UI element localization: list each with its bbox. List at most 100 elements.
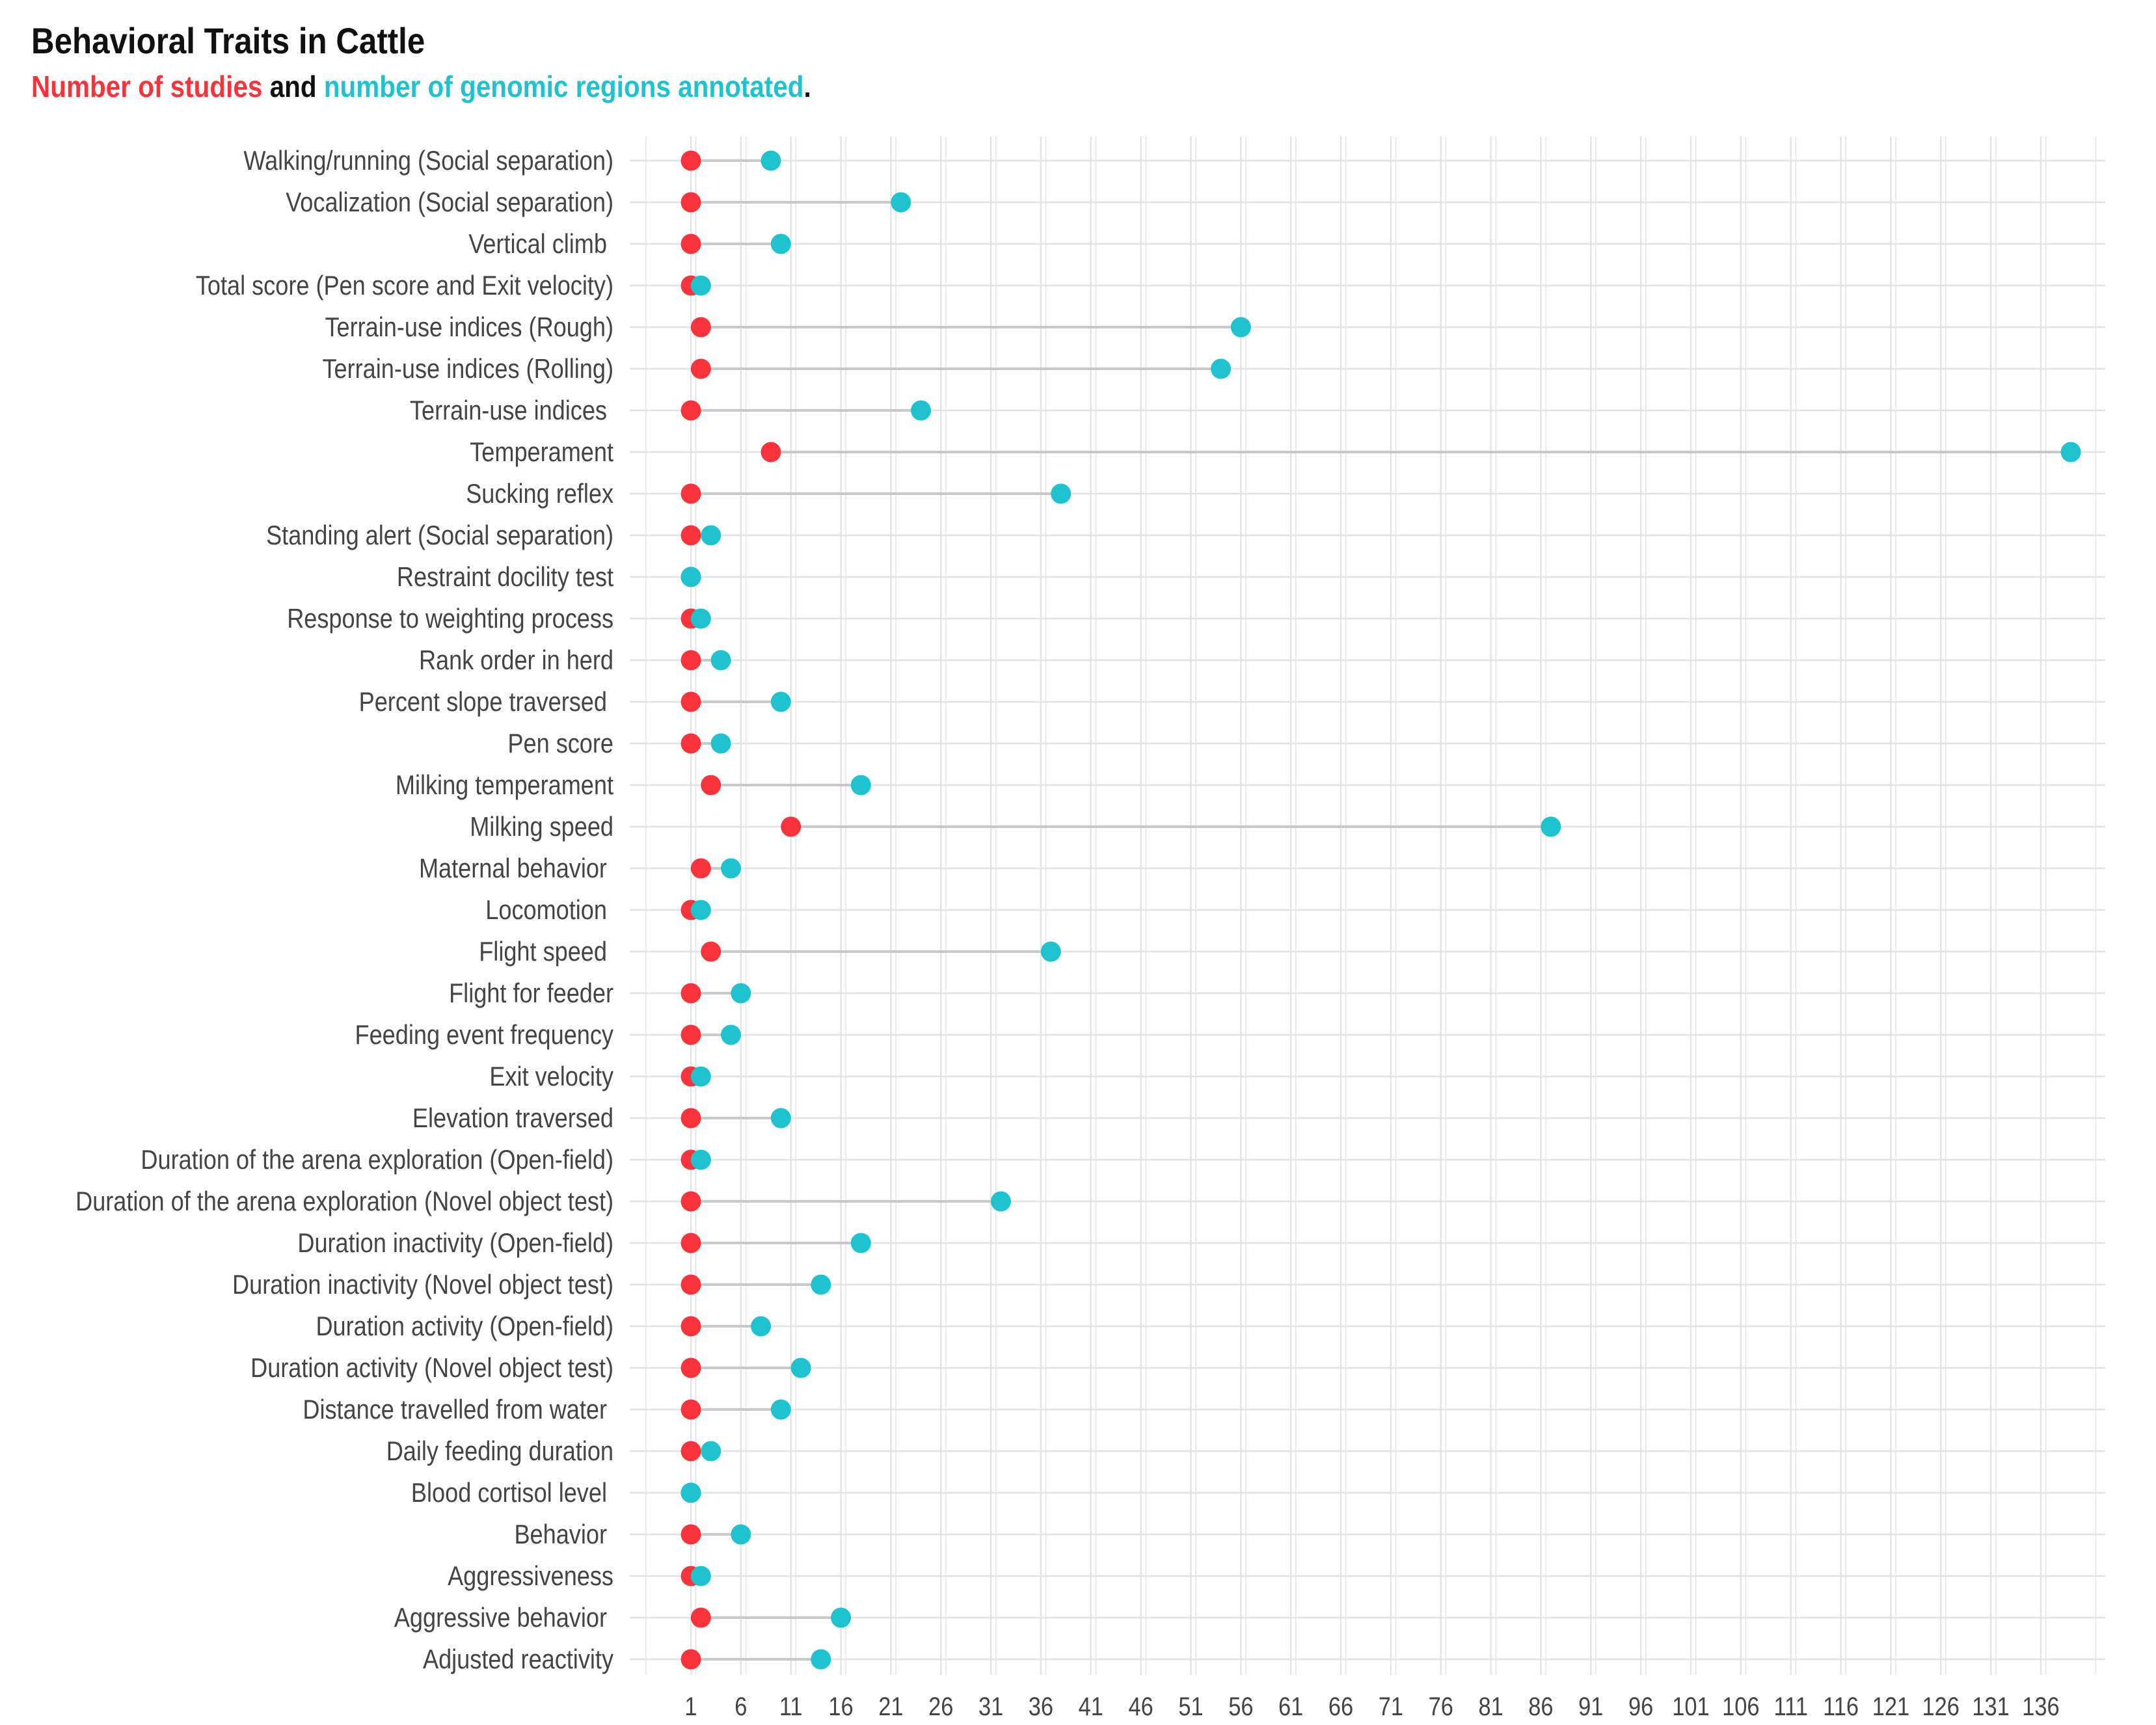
studies-point	[680, 150, 701, 171]
y-tick-label: Total score (Pen score and Exit velocity…	[196, 271, 613, 301]
y-tick-label: Vertical climb	[468, 230, 613, 260]
y-tick-label: Flight speed	[479, 937, 613, 967]
x-tick-label: 81	[1478, 1692, 1503, 1721]
studies-point	[680, 1399, 701, 1420]
regions-point	[690, 1066, 711, 1087]
studies-point	[690, 358, 711, 379]
y-tick-label: Duration of the arena exploration (Open-…	[141, 1145, 613, 1175]
studies-point	[761, 442, 781, 462]
y-tick-label: Vocalization (Social separation)	[286, 188, 613, 218]
x-tick-label: 21	[878, 1692, 903, 1721]
x-tick-label: 41	[1079, 1692, 1103, 1721]
regions-point	[1211, 358, 1232, 379]
regions-point	[720, 858, 741, 879]
x-tick-label: 1	[684, 1692, 697, 1721]
studies-point	[680, 1357, 701, 1378]
x-tick-label: 11	[779, 1692, 803, 1721]
regions-point	[770, 234, 791, 254]
studies-point	[680, 192, 701, 213]
studies-point	[690, 858, 711, 879]
regions-point	[1051, 483, 1071, 504]
regions-point	[770, 1108, 791, 1129]
regions-point	[1230, 317, 1251, 338]
x-tick-label: 66	[1328, 1692, 1353, 1721]
studies-point	[680, 525, 701, 546]
regions-point	[690, 608, 711, 629]
regions-point	[701, 525, 721, 546]
y-tick-label: Maternal behavior	[419, 854, 613, 884]
y-axis-labels: Walking/running (Social separation) Vocal…	[75, 146, 613, 1675]
y-tick-label: Restraint docility test	[397, 563, 613, 593]
x-tick-label: 131	[1972, 1692, 2009, 1721]
regions-point	[690, 900, 711, 920]
regions-point	[790, 1357, 811, 1378]
regions-point	[2060, 442, 2081, 462]
y-tick-label: Duration inactivity (Open-field)	[297, 1229, 613, 1259]
y-tick-label: Milking temperament	[396, 771, 613, 801]
x-tick-label: 136	[2022, 1692, 2059, 1721]
studies-point	[680, 983, 701, 1004]
regions-point	[710, 733, 731, 754]
studies-point	[680, 1316, 701, 1337]
point-layer	[680, 150, 2081, 1670]
x-tick-label: 96	[1628, 1692, 1653, 1721]
y-tick-label: Duration of the arena exploration (Novel…	[75, 1187, 613, 1217]
chart-subtitle: Number of studies and number of genomic …	[31, 69, 811, 104]
y-tick-label: Feeding event frequency	[355, 1021, 614, 1050]
x-tick-label: 56	[1228, 1692, 1253, 1721]
x-tick-label: 31	[978, 1692, 1003, 1721]
regions-point	[1541, 816, 1561, 837]
studies-point	[680, 483, 701, 504]
regions-point	[911, 400, 932, 421]
studies-point	[690, 317, 711, 338]
y-tick-label: Behavior	[514, 1520, 613, 1550]
x-tick-label: 71	[1379, 1692, 1403, 1721]
regions-point	[761, 150, 781, 171]
studies-point	[680, 1524, 701, 1545]
y-tick-label: Duration activity (Novel object test)	[250, 1354, 613, 1384]
studies-point	[680, 234, 701, 254]
regions-point	[990, 1191, 1011, 1212]
subtitle-studies-label: Number of studies	[31, 70, 263, 103]
regions-point	[850, 1233, 871, 1253]
x-tick-label: 6	[734, 1692, 747, 1721]
regions-point	[811, 1274, 831, 1295]
y-tick-label: Percent slope traversed	[359, 688, 613, 717]
regions-point	[680, 567, 701, 587]
y-tick-label: Distance travelled from water	[303, 1395, 613, 1425]
regions-point	[831, 1607, 852, 1628]
y-tick-label: Exit velocity	[489, 1062, 613, 1092]
y-tick-label: Response to weighting process	[287, 604, 613, 634]
x-tick-label: 61	[1278, 1692, 1303, 1721]
studies-point	[680, 1649, 701, 1670]
studies-point	[680, 400, 701, 421]
regions-point	[850, 775, 871, 796]
x-tick-label: 101	[1672, 1692, 1709, 1721]
y-tick-label: Sucking reflex	[466, 479, 613, 509]
y-tick-label: Blood cortisol level	[411, 1478, 613, 1508]
x-tick-label: 36	[1029, 1692, 1053, 1721]
regions-point	[770, 691, 791, 712]
studies-point	[680, 1108, 701, 1129]
x-axis-labels: 1 6 11 16 21 26 31 36 41 46 51 56 61 66 71 76 81 86 91 96 10…	[684, 1692, 2059, 1721]
regions-point	[1040, 941, 1061, 962]
subtitle-regions-label: number of genomic regions annotated	[323, 70, 804, 103]
studies-point	[680, 650, 701, 671]
y-tick-label: Terrain-use indices (Rough)	[325, 313, 613, 343]
regions-point	[680, 1482, 701, 1503]
regions-point	[731, 1524, 751, 1545]
x-tick-label: 91	[1578, 1692, 1603, 1721]
x-tick-label: 26	[928, 1692, 953, 1721]
x-tick-label: 86	[1528, 1692, 1553, 1721]
x-tick-label: 126	[1922, 1692, 1960, 1721]
studies-point	[680, 1024, 701, 1045]
y-tick-label: Terrain-use indices (Rolling)	[322, 354, 613, 384]
studies-point	[781, 816, 802, 837]
y-tick-label: Daily feeding duration	[386, 1437, 613, 1467]
regions-point	[751, 1316, 772, 1337]
regions-point	[701, 1441, 721, 1462]
y-tick-label: Aggressiveness	[448, 1562, 613, 1592]
studies-point	[701, 775, 721, 796]
regions-point	[891, 192, 911, 213]
